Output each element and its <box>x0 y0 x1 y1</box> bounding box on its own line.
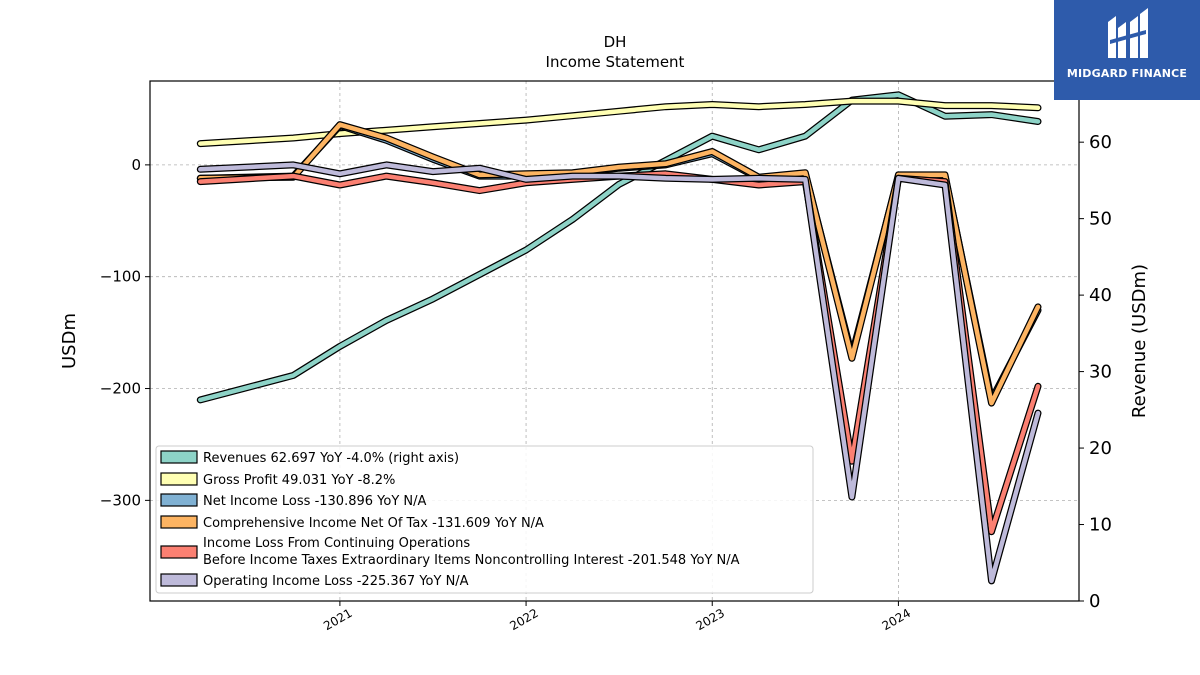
y2-tick-label: 20 <box>1089 438 1112 459</box>
series-line <box>198 162 1041 584</box>
y2-tick-label: 40 <box>1089 285 1112 306</box>
y-tick-label: −100 <box>100 268 141 286</box>
legend-swatch-net-income <box>160 493 198 507</box>
series-operating-income-loss <box>196 161 1042 585</box>
brand-logo: MIDGARD FINANCE <box>1054 0 1200 100</box>
series-comprehensive-income-net-of-tax <box>196 121 1042 407</box>
legend-label-income-continuing-ops-line1: Income Loss From Continuing Operations <box>203 536 470 551</box>
legend-label-gross-profit: Gross Profit 49.031 YoY -8.2% <box>203 473 395 488</box>
legend-box <box>155 445 814 594</box>
x-tick-label: 2022 <box>507 606 540 633</box>
series-line <box>198 98 1041 146</box>
y-tick-label: −300 <box>100 491 141 509</box>
legend-label-operating-income: Operating Income Loss -225.367 YoY N/A <box>203 574 469 589</box>
brand-mark-icon <box>1108 8 1148 58</box>
x-tick-label: 2024 <box>880 606 913 633</box>
legend-swatch-income-continuing-ops <box>160 545 198 559</box>
legend-label-net-income: Net Income Loss -130.896 YoY N/A <box>203 494 426 509</box>
legend: Revenues 62.697 YoY -4.0% (right axis) G… <box>155 445 814 594</box>
plot-frame <box>149 80 1080 602</box>
y2-tick-label: 50 <box>1089 209 1112 230</box>
legend-swatch-operating-income <box>160 573 198 587</box>
x-tick-label: 2023 <box>694 606 727 633</box>
y2-tick-label: 0 <box>1089 591 1100 612</box>
chart-subtitle: Income Statement <box>546 53 685 71</box>
legend-swatch-comprehensive-income <box>160 515 198 529</box>
x-tick-label: 2021 <box>321 606 354 633</box>
brand-name: MIDGARD FINANCE <box>1066 67 1188 80</box>
y2-tick-label: 60 <box>1089 132 1112 153</box>
legend-label-income-continuing-ops-line2: Before Income Taxes Extraordinary Items … <box>203 553 740 568</box>
series-lines <box>196 91 1042 585</box>
legend-swatch-revenues <box>160 450 198 464</box>
y2-axis-label: Revenue (USDm) <box>1129 264 1150 418</box>
legend-label-comprehensive-income: Comprehensive Income Net Of Tax -131.609… <box>203 516 544 531</box>
y-tick-label: −200 <box>100 380 141 398</box>
series-gross-profit <box>196 97 1042 148</box>
y-axis-label: USDm <box>59 313 80 369</box>
y2-tick-label: 10 <box>1089 515 1112 536</box>
chart-title: DH <box>604 33 627 51</box>
legend-swatch-gross-profit <box>160 472 198 486</box>
series-line <box>198 122 1041 406</box>
y-tick-label: 0 <box>131 156 141 174</box>
y2-tick-label: 30 <box>1089 362 1112 383</box>
legend-label-revenues: Revenues 62.697 YoY -4.0% (right axis) <box>203 451 459 466</box>
